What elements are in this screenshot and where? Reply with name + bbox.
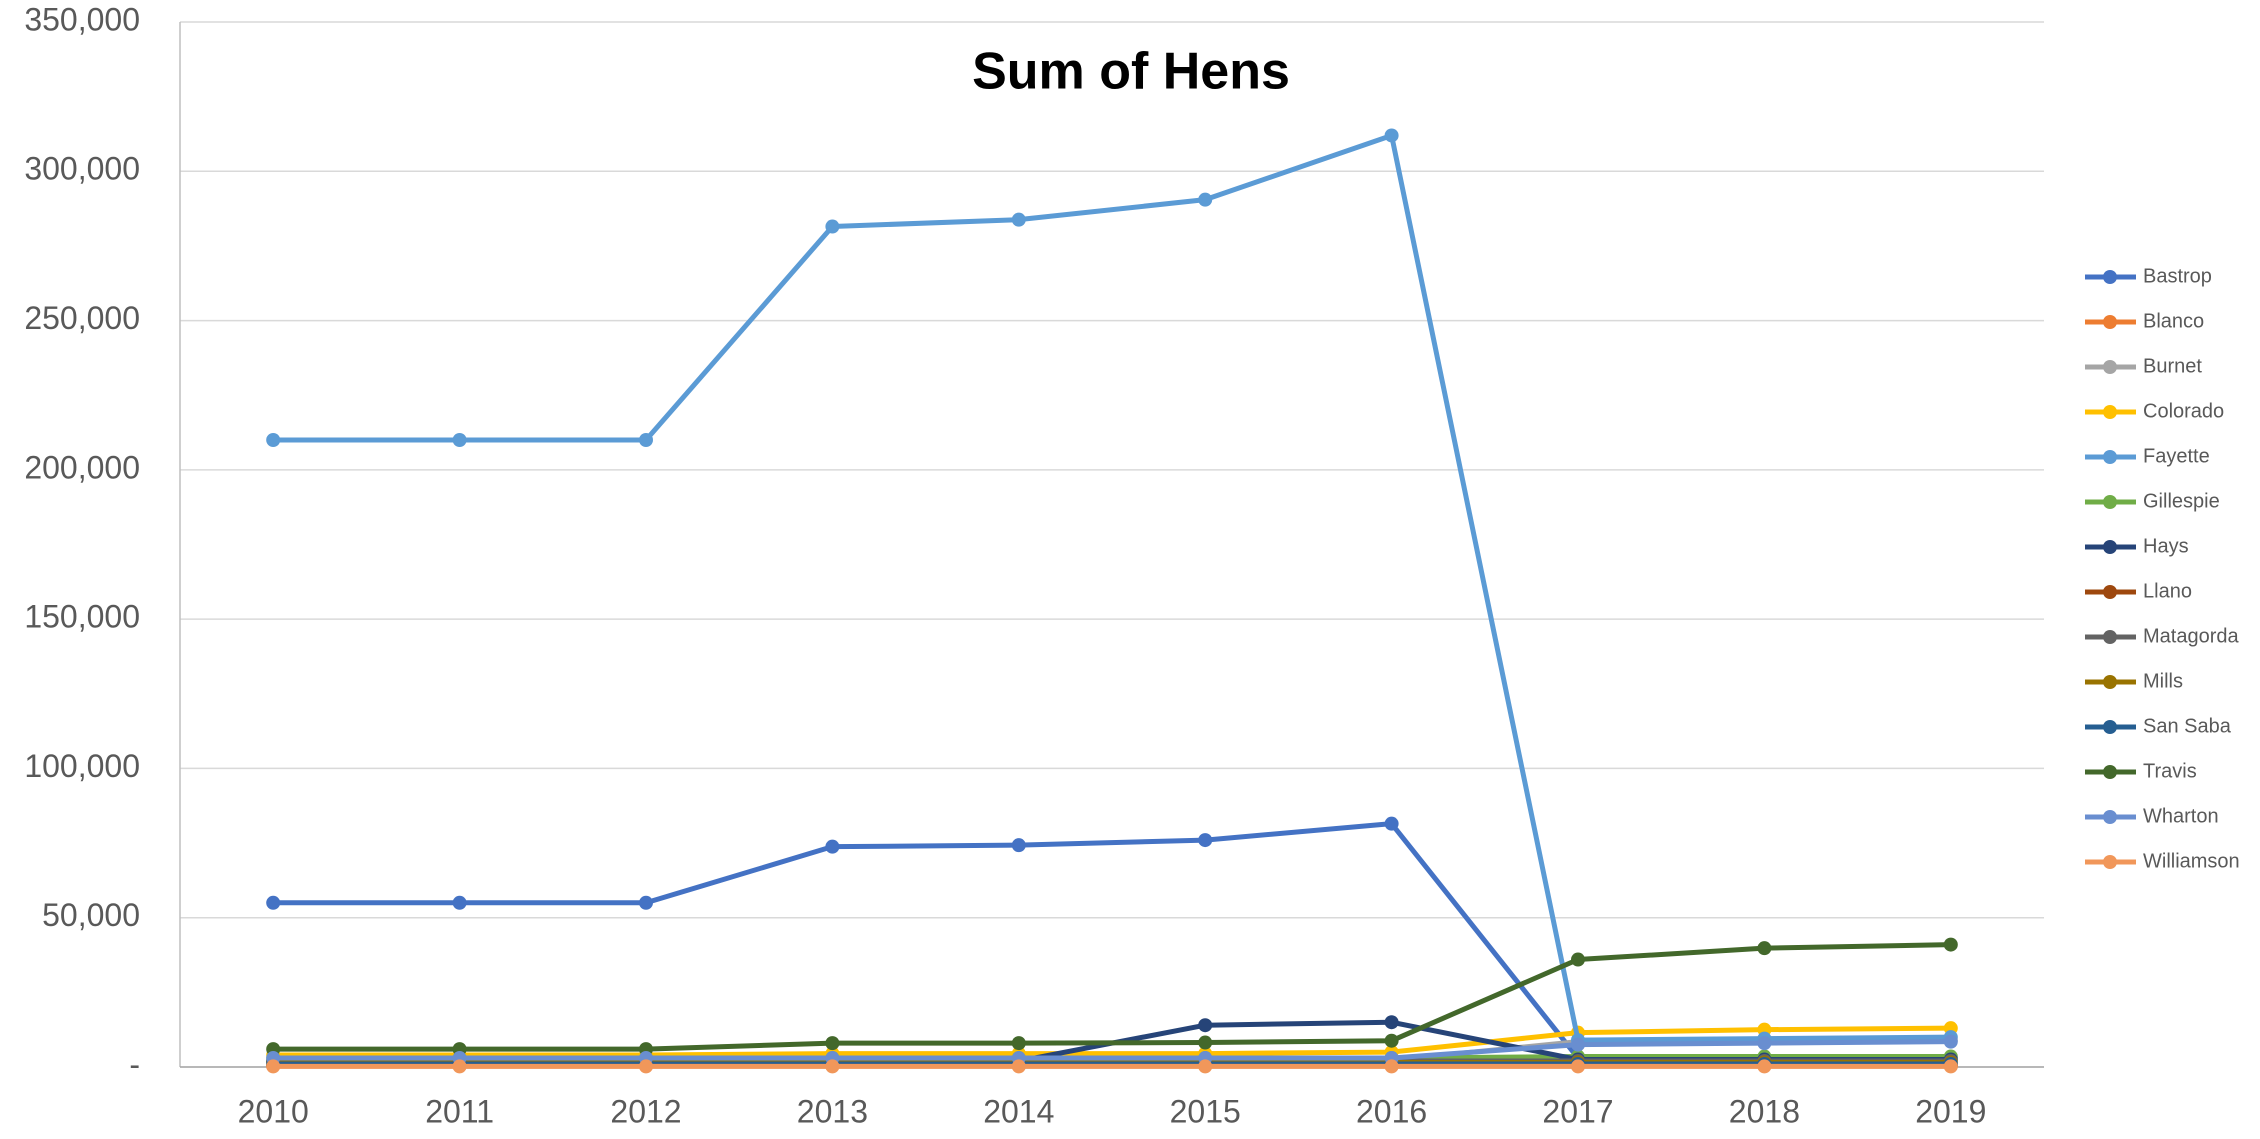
data-point <box>452 433 467 447</box>
data-point <box>452 895 467 910</box>
legend-label: Gillespie <box>2143 490 2220 512</box>
legend-marker <box>2103 495 2117 509</box>
y-tick-label: 100,000 <box>24 748 140 784</box>
x-tick-label: 2012 <box>610 1093 681 1129</box>
data-point <box>1384 1015 1399 1030</box>
data-point <box>1757 1059 1772 1074</box>
legend-label: San Saba <box>2143 715 2232 737</box>
x-tick-label: 2019 <box>1915 1093 1986 1129</box>
data-point <box>1011 1059 1026 1074</box>
data-point <box>1384 816 1399 831</box>
legend-label: Llano <box>2143 580 2192 602</box>
data-point <box>1943 1059 1958 1074</box>
series-line <box>273 1039 1951 1061</box>
legend-marker <box>2103 630 2117 644</box>
series-line <box>273 821 1951 1061</box>
legend-label: Mills <box>2143 670 2183 692</box>
x-tick-label: 2018 <box>1729 1093 1800 1129</box>
legend-marker <box>2103 315 2117 329</box>
legend-label: Bastrop <box>2143 265 2212 287</box>
data-point <box>639 895 653 910</box>
legend-label: Williamson <box>2143 850 2240 872</box>
x-tick-label: 2015 <box>1170 1093 1241 1129</box>
data-point <box>639 1059 653 1074</box>
series-line <box>273 132 1951 1043</box>
x-tick-label: 2010 <box>238 1093 309 1129</box>
data-point <box>266 1059 281 1074</box>
data-point <box>1571 1037 1585 1052</box>
legend-label: Wharton <box>2143 805 2219 827</box>
legend-label: Colorado <box>2143 400 2224 422</box>
legend-marker <box>2103 360 2117 374</box>
data-point <box>825 839 840 854</box>
data-point <box>1011 1036 1026 1051</box>
x-tick-label: 2011 <box>425 1093 494 1129</box>
y-tick-label: 250,000 <box>24 300 140 336</box>
data-point <box>266 433 281 447</box>
x-tick-label: 2014 <box>983 1093 1054 1129</box>
y-tick-label: 300,000 <box>24 151 140 187</box>
data-point <box>1198 1018 1213 1033</box>
legend-marker <box>2103 450 2117 464</box>
legend-label: Blanco <box>2143 310 2204 332</box>
legend-marker <box>2103 585 2117 599</box>
y-tick-label: 50,000 <box>42 897 140 933</box>
data-point <box>825 1036 840 1051</box>
legend-label: Hays <box>2143 535 2189 557</box>
x-tick-label: 2017 <box>1542 1093 1613 1129</box>
data-point <box>825 219 840 234</box>
legend-label: Travis <box>2143 760 2197 782</box>
legend-label: Burnet <box>2143 355 2202 377</box>
legend-marker <box>2103 675 2117 689</box>
y-tick-label: 150,000 <box>24 599 140 635</box>
x-tick-label: 2016 <box>1356 1093 1427 1129</box>
y-tick-label: 200,000 <box>24 449 140 485</box>
data-point <box>452 1059 467 1074</box>
data-point <box>1011 838 1026 853</box>
x-tick-label: 2013 <box>797 1093 868 1129</box>
data-point <box>266 895 281 910</box>
series-line <box>273 942 1951 1052</box>
data-point <box>825 1059 840 1074</box>
legend-marker <box>2103 405 2117 419</box>
data-point <box>1757 1036 1772 1051</box>
data-point <box>1757 941 1772 956</box>
data-point <box>1198 1059 1213 1074</box>
legend-marker <box>2103 855 2117 869</box>
y-tick-label: 350,000 <box>24 1 140 37</box>
data-point <box>1011 212 1026 227</box>
legend-marker <box>2103 540 2117 554</box>
legend-label: Matagorda <box>2143 625 2239 647</box>
data-point <box>1384 128 1399 143</box>
data-point <box>1943 937 1958 952</box>
legend-marker <box>2103 765 2117 779</box>
legend-marker <box>2103 810 2117 824</box>
data-point <box>1198 1035 1213 1050</box>
data-point <box>1571 1059 1585 1074</box>
series-line <box>273 1025 1951 1058</box>
data-point <box>1384 1033 1399 1048</box>
data-point <box>1198 833 1213 848</box>
legend-marker <box>2103 270 2117 284</box>
data-point <box>1943 1034 1958 1049</box>
y-tick-label: - <box>129 1046 140 1082</box>
legend-label: Fayette <box>2143 445 2210 467</box>
data-point <box>1384 1059 1399 1074</box>
data-point <box>1571 952 1585 967</box>
data-point <box>1198 192 1213 207</box>
legend-marker <box>2103 720 2117 734</box>
chart-title: Sum of Hens <box>972 43 1290 101</box>
data-point <box>639 433 653 447</box>
